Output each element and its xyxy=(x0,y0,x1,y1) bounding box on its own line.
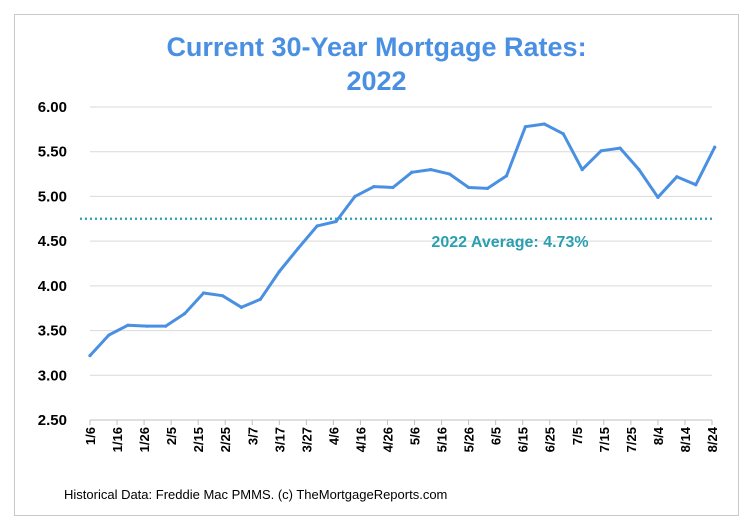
x-tick-label: 5/6 xyxy=(408,427,423,445)
x-tick-label: 1/16 xyxy=(110,427,125,452)
x-tick-label: 4/6 xyxy=(326,427,341,445)
x-tick-label: 8/4 xyxy=(651,426,666,445)
x-tick-label: 8/14 xyxy=(678,426,693,452)
y-tick-label: 5.50 xyxy=(38,144,67,161)
x-tick-label: 7/25 xyxy=(624,427,639,452)
data-point xyxy=(372,184,376,189)
data-point xyxy=(126,323,130,327)
data-point xyxy=(656,195,660,199)
x-tick-label: 4/16 xyxy=(353,427,368,452)
x-tick-label: 2/25 xyxy=(218,427,233,452)
data-point xyxy=(391,185,395,190)
chart-title: Current 30-Year Mortgage Rates: 2022 xyxy=(0,30,753,98)
y-tick-label: 4.00 xyxy=(38,278,67,295)
y-tick-label: 4.50 xyxy=(38,233,67,250)
x-tick-label: 5/16 xyxy=(435,427,450,452)
data-point xyxy=(296,246,300,250)
x-tick-label: 5/26 xyxy=(462,427,477,452)
data-point xyxy=(580,168,584,172)
data-point xyxy=(88,354,92,358)
y-tick-label: 6.00 xyxy=(38,99,67,116)
x-tick-label: 6/25 xyxy=(543,427,558,452)
data-point xyxy=(467,185,471,190)
y-tick-label: 2.50 xyxy=(38,412,67,429)
x-tick-label: 1/6 xyxy=(83,427,98,445)
data-point xyxy=(410,170,414,174)
x-tick-label: 7/5 xyxy=(570,427,585,445)
chart-title-line2: 2022 xyxy=(346,66,407,96)
chart-title-line1: Current 30-Year Mortgage Rates: xyxy=(166,32,587,62)
x-tick-label: 7/15 xyxy=(597,427,612,452)
data-point xyxy=(429,168,433,172)
data-point xyxy=(258,297,262,301)
source-note: Historical Data: Freddie Mac PMMS. (c) T… xyxy=(64,487,448,502)
x-tick-label: 3/27 xyxy=(299,427,314,452)
data-point xyxy=(694,183,698,187)
data-point xyxy=(675,175,679,179)
series-line xyxy=(88,122,717,358)
data-point xyxy=(542,122,546,126)
data-point xyxy=(523,125,528,129)
data-point xyxy=(201,291,206,295)
x-tick-label: 8/24 xyxy=(705,426,720,452)
data-point xyxy=(145,324,149,328)
x-tick-label: 6/5 xyxy=(489,427,504,445)
data-point xyxy=(239,305,244,309)
x-tick-label: 2/5 xyxy=(164,427,179,445)
data-point xyxy=(353,194,357,199)
average-label: 2022 Average: 4.73% xyxy=(431,234,588,251)
data-point xyxy=(277,269,281,274)
x-tick-label: 4/26 xyxy=(380,427,395,452)
data-point xyxy=(448,172,452,176)
chart-frame xyxy=(14,14,739,516)
x-tick-label: 1/26 xyxy=(137,427,152,452)
data-point xyxy=(713,145,717,149)
data-point xyxy=(183,311,187,316)
data-point xyxy=(220,294,225,298)
x-tick-label: 3/7 xyxy=(245,427,260,445)
y-tick-label: 3.50 xyxy=(38,323,67,340)
x-tick-label: 3/17 xyxy=(272,427,287,452)
data-point xyxy=(485,186,490,190)
y-tick-label: 5.00 xyxy=(38,188,67,205)
data-point xyxy=(618,146,622,150)
data-point xyxy=(504,174,509,178)
data-point xyxy=(599,149,603,153)
data-point xyxy=(315,224,319,228)
data-point xyxy=(637,168,641,172)
y-tick-label: 3.00 xyxy=(38,367,67,384)
data-point xyxy=(107,333,111,337)
data-point xyxy=(561,132,565,136)
x-tick-label: 2/15 xyxy=(191,427,206,452)
data-point xyxy=(164,324,168,328)
x-tick-label: 6/15 xyxy=(516,427,531,452)
data-point xyxy=(334,219,338,224)
